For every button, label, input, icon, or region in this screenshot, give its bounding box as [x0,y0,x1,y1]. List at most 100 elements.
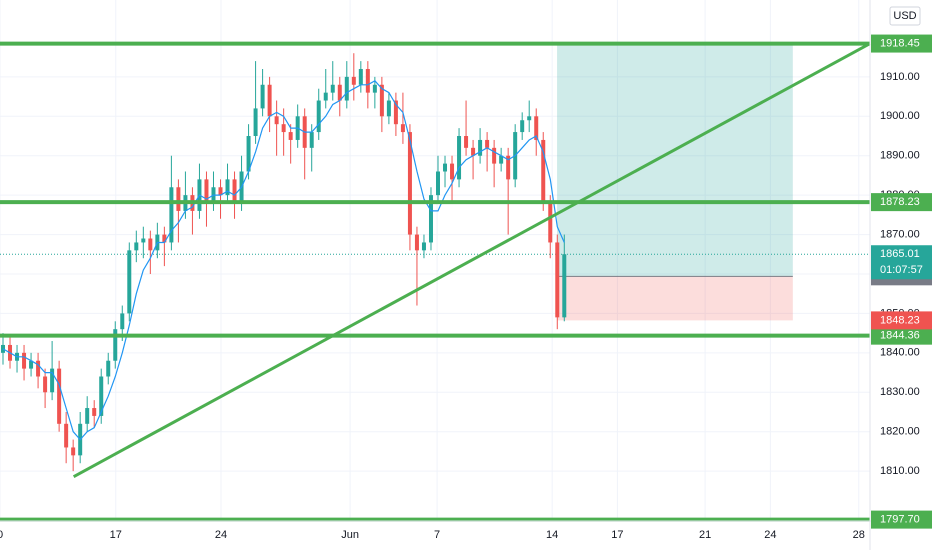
candle-body [29,360,34,369]
candle-body [309,132,314,148]
level-label-box [871,510,932,529]
candle-body [344,76,349,101]
candle-body [253,108,258,137]
countdown: 01:07:57 [880,264,923,276]
candle-body [274,116,279,125]
candle-body [386,100,391,117]
candle-body [421,242,426,251]
x-tick-label: 24 [215,529,227,541]
candle-body [169,187,174,243]
candle-body [358,68,363,85]
level-label: 1878.23 [880,196,920,208]
candle-body [534,116,539,140]
candle-body [36,360,41,377]
candle-body [99,376,104,416]
candle-body [365,68,370,93]
candle-body [232,179,237,204]
candle-body [379,84,384,117]
y-tick-label: 1840.00 [880,347,920,359]
level-label-box [871,193,932,212]
candle-body [428,195,433,243]
candle-body [260,84,265,109]
candle-body [218,187,223,196]
candle-body [162,234,167,243]
level-label: 1844.36 [880,330,920,342]
candle-body [92,408,97,416]
candle-body [330,84,335,93]
level-label-box [871,34,932,53]
candle-body [548,203,553,243]
y-tick-label: 1910.00 [880,71,920,83]
candle-body [520,120,525,133]
candle-body [337,84,342,101]
last-price-label: 1865.01 [880,248,920,260]
candle-body [22,352,27,369]
candle-body [134,242,139,251]
candle-body [141,238,146,243]
x-tick-label: 17 [611,529,623,541]
candle-body [323,92,328,101]
x-tick-label: 28 [853,529,865,541]
candle-body [85,408,90,424]
candle-body [246,136,251,172]
candle-body [562,254,567,318]
level-label: 1918.45 [880,37,920,49]
last-price-box [871,245,932,280]
y-tick-label: 1820.00 [880,426,920,438]
candle-body [555,242,560,318]
candle-body [281,124,286,133]
x-tick-label: 0 [0,529,3,541]
candle-body [43,376,48,393]
y-tick-label: 1870.00 [880,228,920,240]
candle-body [148,238,153,251]
stop-label-box [871,311,932,330]
plot-area [0,0,871,522]
x-tick-label: 24 [764,529,776,541]
candle-body [393,100,398,125]
candle-body [316,100,321,133]
candle-body [506,155,511,180]
level-label: 1797.70 [880,514,920,526]
candle-body [499,155,504,164]
candle-body [288,132,293,140]
candle-body [57,368,62,424]
candle-body [471,147,476,156]
y-tick-label: 1890.00 [880,150,920,162]
y-tick-label: 1830.00 [880,386,920,398]
trend-line [72,42,871,478]
candle-body [204,179,209,204]
profit-zone [557,43,793,277]
candle-body [120,313,125,330]
loss-zone [557,276,793,321]
candle-body [372,84,377,93]
candle-body [225,179,230,196]
currency-box[interactable] [889,6,921,26]
candle-body [527,116,532,121]
candle-body [113,329,118,361]
candle-body [71,447,76,456]
level-label-box [871,326,932,345]
candle-body [414,234,419,251]
candle-body [351,76,356,85]
candle-body [176,187,181,211]
candle-body [450,163,455,180]
candle-body [436,171,440,196]
candle-body [267,84,272,117]
candle-body [541,139,546,204]
y-tick-label: 1810.00 [880,465,920,477]
candle-body [127,250,132,314]
candle-body [50,368,55,393]
candle-body [478,139,483,156]
currency: USD [893,10,916,22]
x-tick-label: 7 [434,529,440,541]
x-tick-label: Jun [341,529,359,541]
candle-body [485,139,490,148]
stop-label: 1848.23 [880,314,920,326]
y-tick-label: 1900.00 [880,110,920,122]
candle-body [457,136,462,180]
candle-body [492,147,497,164]
candle-body [443,163,448,172]
candle-body [106,360,111,377]
